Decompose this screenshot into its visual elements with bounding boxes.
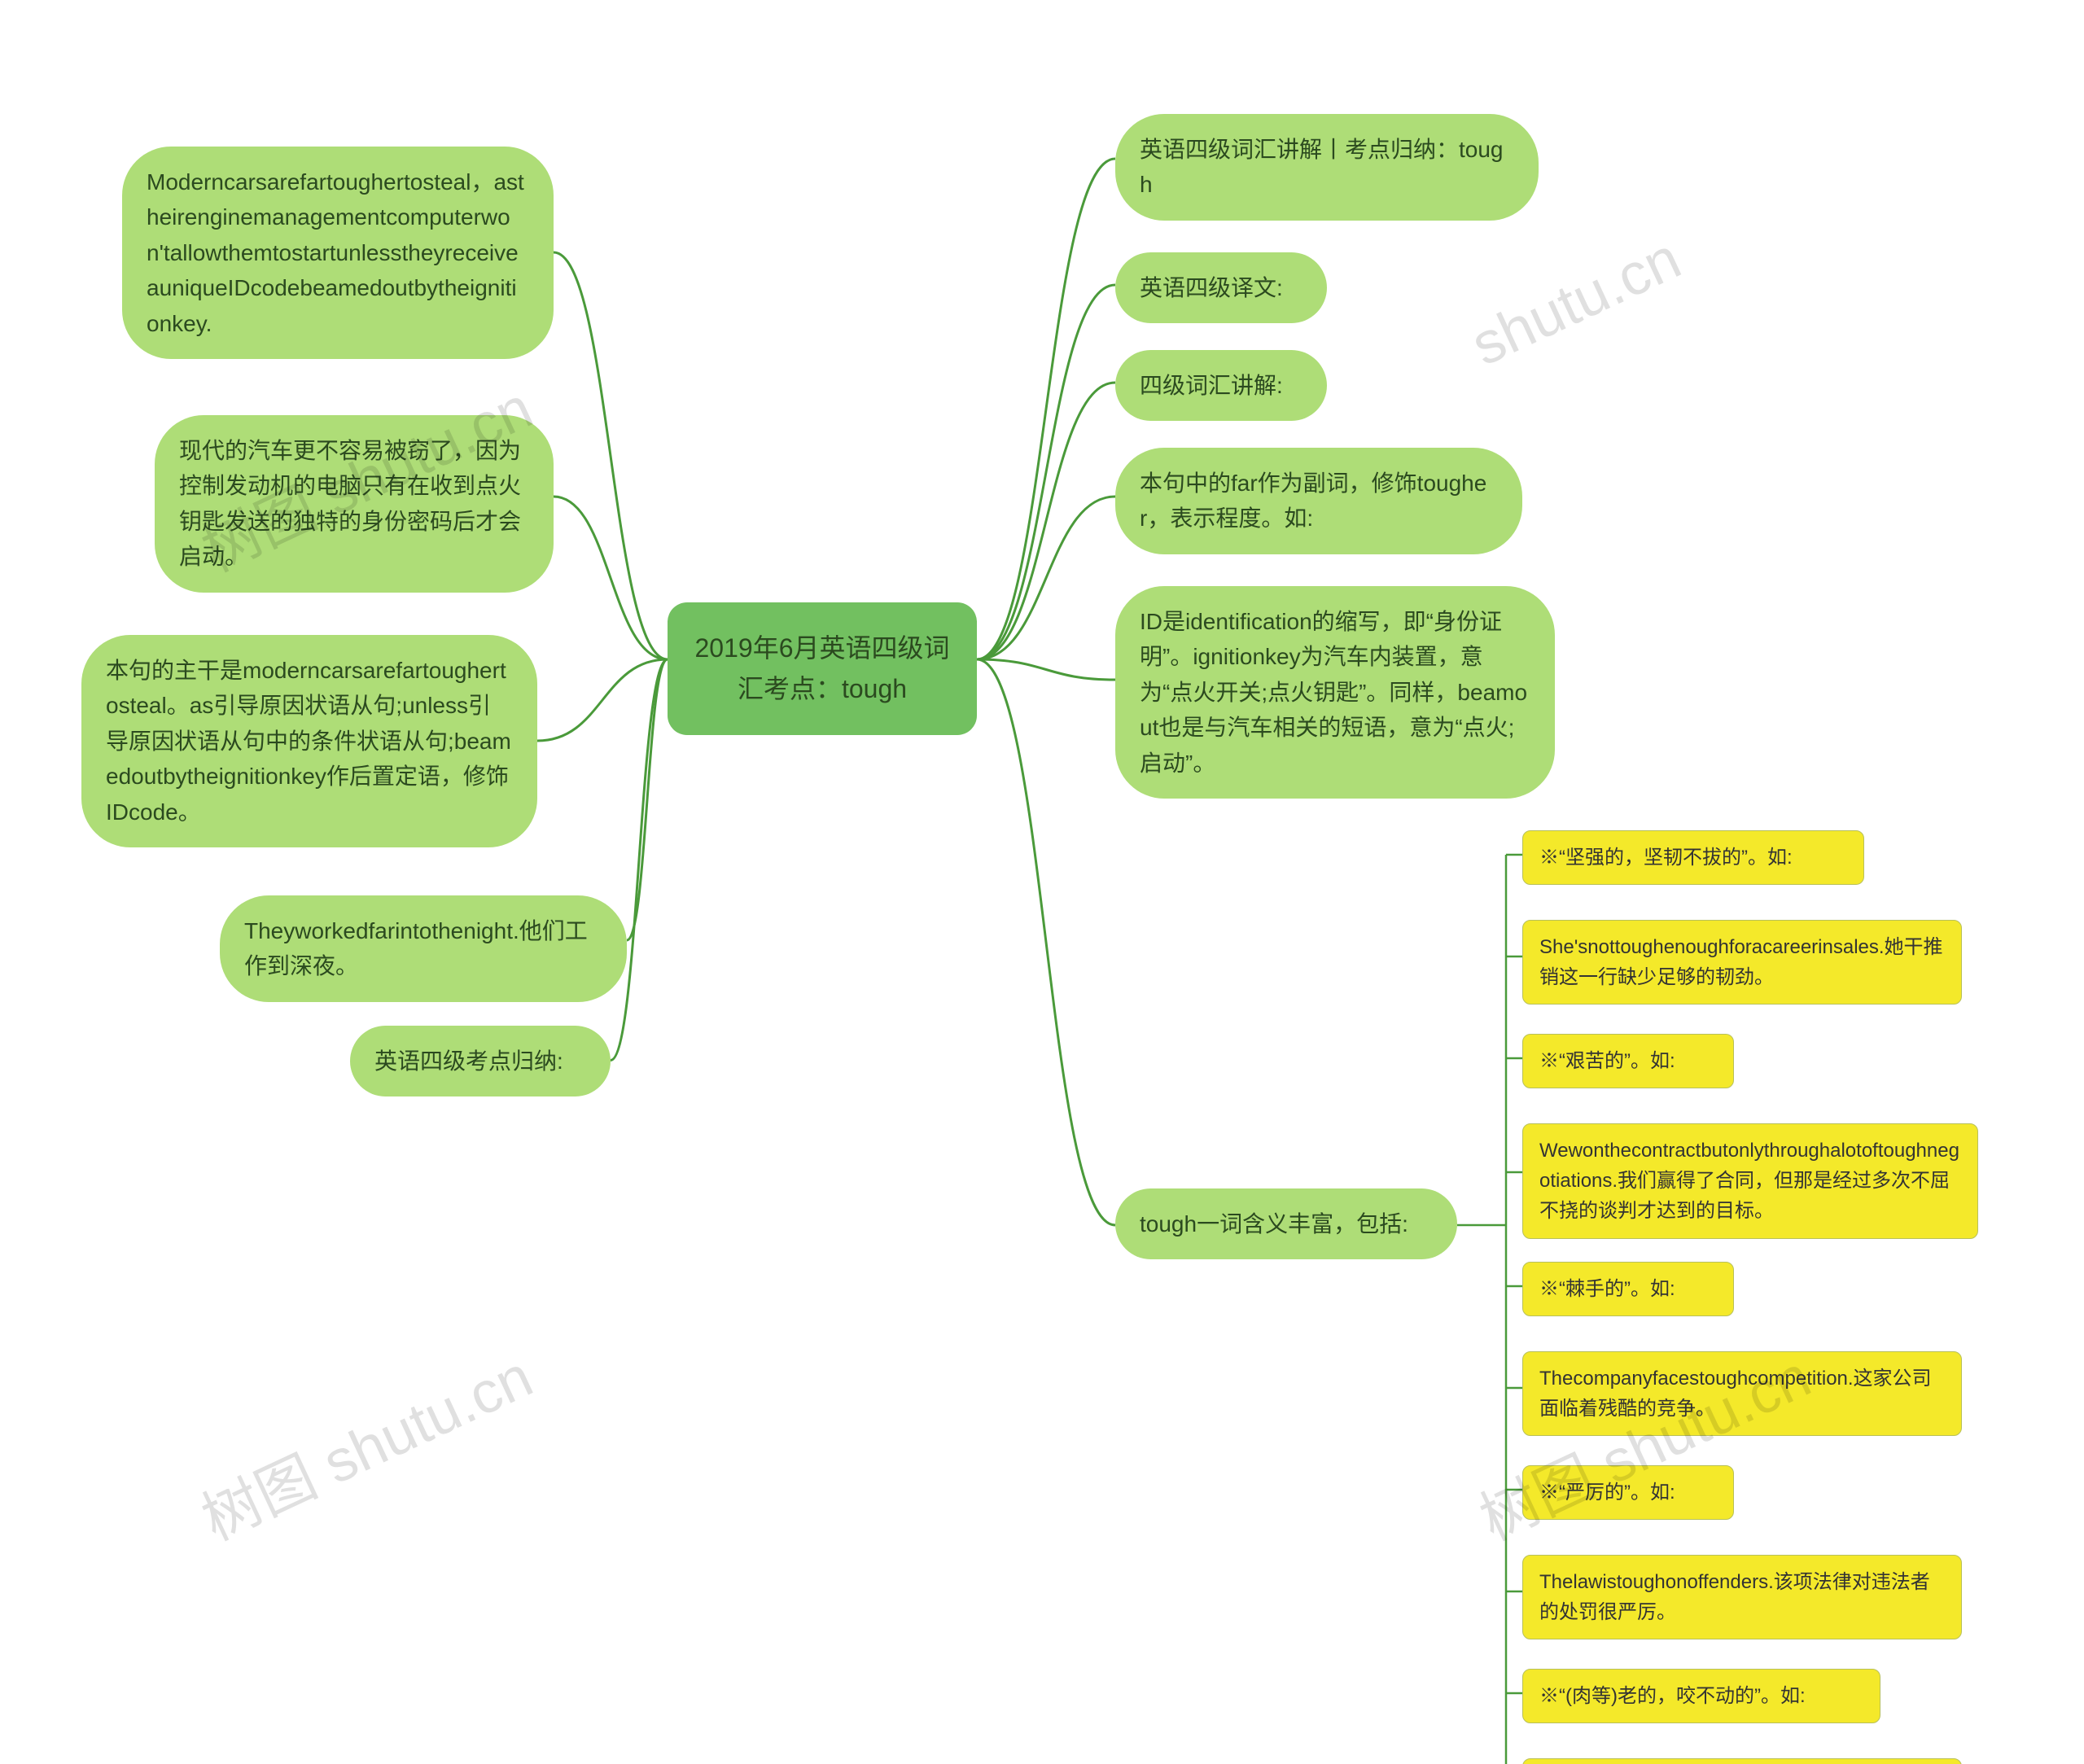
edge xyxy=(977,285,1115,659)
edge xyxy=(537,659,668,741)
lvl1-node: 英语四级考点归纳: xyxy=(350,1026,611,1096)
edge xyxy=(977,159,1115,659)
edge xyxy=(554,252,668,659)
edge xyxy=(627,659,668,940)
lvl1-node: ID是identification的缩写，即“身份证明”。ignitionkey… xyxy=(1115,586,1555,799)
lvl2-node: Thelawistoughonoffenders.该项法律对违法者的处罚很严厉。 xyxy=(1522,1555,1962,1639)
lvl2-node: ※“坚强的，坚韧不拔的”。如: xyxy=(1522,830,1864,885)
lvl2-node: ThesteakwassotoughthatIcouldn'teatit.牛排太… xyxy=(1522,1758,1962,1764)
lvl2-node: She'snottoughenoughforacareerinsales.她干推… xyxy=(1522,920,1962,1005)
edge xyxy=(977,659,1115,680)
lvl1-node: Moderncarsarefartoughertosteal，astheiren… xyxy=(122,147,554,359)
edge xyxy=(977,383,1115,659)
lvl1-node: 现代的汽车更不容易被窃了，因为控制发动机的电脑只有在收到点火钥匙发送的独特的身份… xyxy=(155,415,554,593)
watermark: 树图 shutu.cn xyxy=(186,1329,544,1557)
lvl2-node: ※“严厉的”。如: xyxy=(1522,1465,1734,1520)
lvl2-node: Wewonthecontractbutonlythroughalotoftoug… xyxy=(1522,1123,1978,1239)
edge xyxy=(977,659,1115,1225)
edge xyxy=(611,659,668,1061)
edge xyxy=(977,497,1115,659)
lvl1-node: 英语四级词汇讲解丨考点归纳：tough xyxy=(1115,114,1539,221)
lvl2-node: ※“(肉等)老的，咬不动的”。如: xyxy=(1522,1669,1880,1723)
lvl1-node: 英语四级译文: xyxy=(1115,252,1327,323)
lvl2-node: Thecompanyfacestoughcompetition.这家公司面临着残… xyxy=(1522,1351,1962,1436)
center-node: 2019年6月英语四级词汇考点：tough xyxy=(668,602,977,735)
lvl2-node: ※“棘手的”。如: xyxy=(1522,1262,1734,1316)
lvl1-node: 本句中的far作为副词，修饰tougher，表示程度。如: xyxy=(1115,448,1522,554)
lvl2-node: ※“艰苦的”。如: xyxy=(1522,1034,1734,1088)
lvl1-node: 四级词汇讲解: xyxy=(1115,350,1327,421)
lvl1-node: tough一词含义丰富，包括: xyxy=(1115,1188,1457,1259)
watermark: shutu.cn xyxy=(1461,225,1690,379)
edge xyxy=(554,497,668,659)
lvl1-node: Theyworkedfarintothenight.他们工作到深夜。 xyxy=(220,895,627,1002)
lvl1-node: 本句的主干是moderncarsarefartoughertosteal。as引… xyxy=(81,635,537,847)
